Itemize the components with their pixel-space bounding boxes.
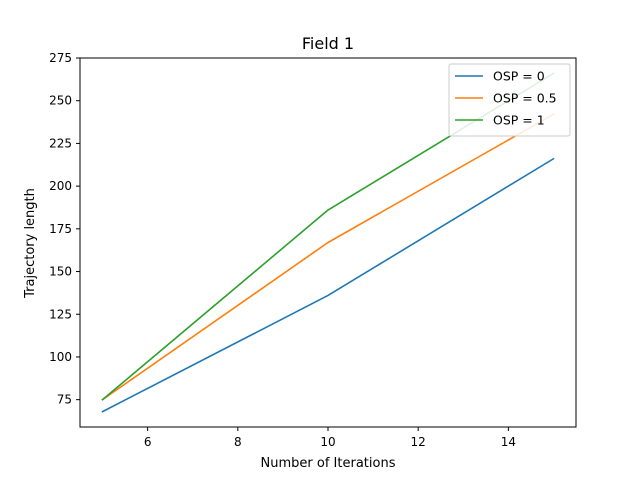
- legend: OSP = 0 OSP = 0.5 OSP = 1: [448, 63, 571, 137]
- axis-ticks: 6 8 10 12 14 75 100 125 150 175 200 225 250 275: [49, 51, 516, 449]
- legend-box: [448, 63, 571, 137]
- x-tick-label: 14: [501, 435, 516, 449]
- legend-label: OSP = 0.5: [493, 91, 557, 106]
- series-line-1: [101, 113, 555, 401]
- legend-label: OSP = 1: [493, 113, 545, 128]
- x-axis-label: Number of Iterations: [261, 456, 396, 471]
- y-tick-label: 275: [49, 51, 72, 65]
- y-tick-label: 100: [49, 350, 72, 364]
- y-axis-label: Trajectory length: [23, 188, 38, 299]
- y-tick-label: 225: [49, 136, 72, 150]
- x-tick-label: 10: [320, 435, 335, 449]
- x-tick-label: 12: [411, 435, 426, 449]
- y-tick-label: 200: [49, 179, 72, 193]
- y-tick-label: 125: [49, 307, 72, 321]
- y-tick-label: 250: [49, 94, 72, 108]
- legend-label: OSP = 0: [493, 69, 545, 84]
- series-line-0: [101, 157, 555, 413]
- y-tick-label: 175: [49, 222, 72, 236]
- x-tick-label: 8: [234, 435, 242, 449]
- plot-frame: [79, 57, 577, 428]
- x-tick-label: 6: [144, 435, 152, 449]
- y-tick-label: 75: [57, 393, 72, 407]
- chart-title: Field 1: [302, 34, 354, 53]
- y-tick-label: 150: [49, 265, 72, 279]
